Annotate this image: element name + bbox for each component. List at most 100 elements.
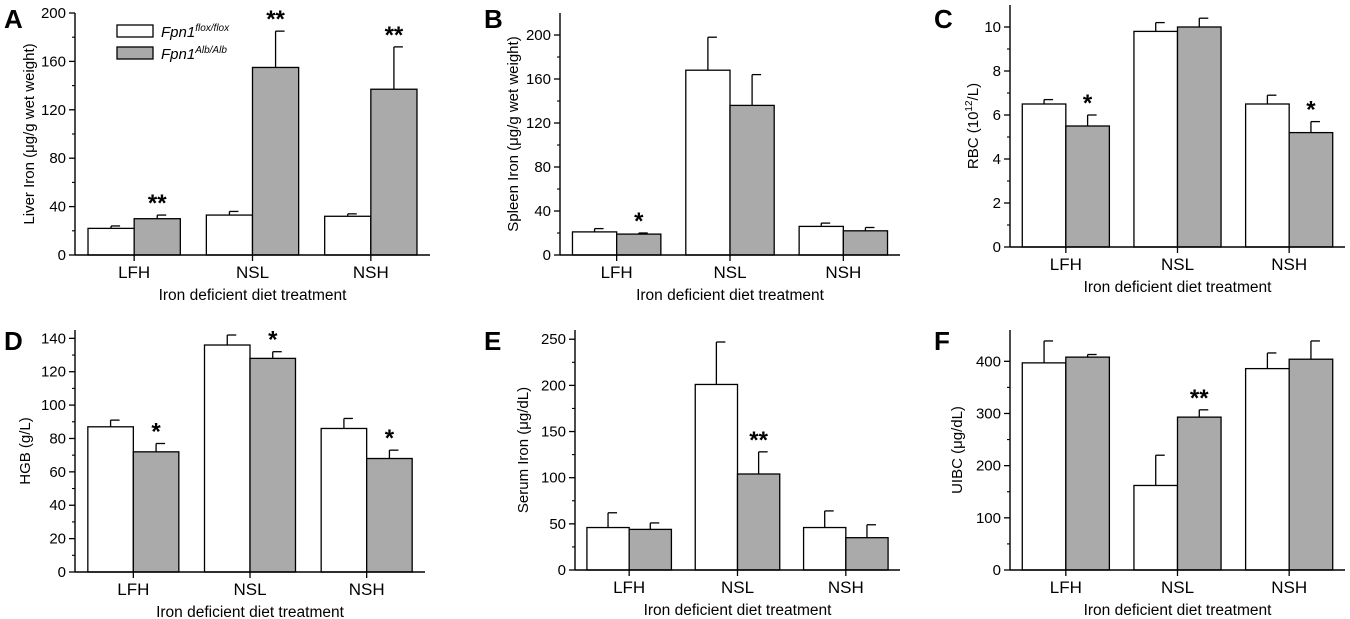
x-tick-label-lfh: LFH [1050, 255, 1082, 274]
bar-nsl-s0 [1133, 484, 1179, 571]
y-tick-label-120: 120 [526, 115, 551, 132]
legend-label-mutant: Fpn1Alb/Alb [161, 45, 227, 63]
y-tick-label-20: 20 [49, 531, 66, 548]
significance-nsl: * [268, 327, 278, 354]
significance-nsl: ** [749, 427, 768, 454]
y-tick-label-200: 200 [541, 377, 566, 394]
bar-nsl-s0 [694, 383, 739, 571]
x-tick-label-nsh: NSH [349, 580, 385, 599]
x-tick-label-nsl: NSL [713, 263, 746, 282]
bar-nsl-s1 [729, 104, 775, 256]
bar-nsl-s1 [736, 473, 781, 571]
y-tick-label-50: 50 [549, 516, 566, 533]
y-tick-label-0: 0 [558, 562, 566, 579]
y-tick-label-140: 140 [41, 330, 66, 347]
panel-letter-e: E [484, 326, 501, 356]
x-axis-label: Iron deficient diet treatment [636, 287, 825, 304]
x-tick-label-lfh: LFH [601, 263, 633, 282]
x-tick-label-lfh: LFH [117, 580, 149, 599]
y-tick-label-250: 250 [541, 331, 566, 348]
panel-letter-d: D [4, 326, 23, 356]
y-tick-label-200: 200 [41, 5, 66, 22]
y-tick-label-6: 6 [993, 107, 1001, 124]
y-tick-label-2: 2 [993, 195, 1001, 212]
x-tick-label-nsl: NSL [236, 263, 269, 282]
panel-b: B * LFH NSL NSH 0 40 80 120 160 200 Iron deficient … [484, 4, 900, 304]
significance-lfh: * [634, 208, 644, 235]
panel-a: A ** LFH ** NSL ** NSH 0 40 80 120 160 200 Iron defic… [4, 4, 430, 304]
panel-d: D * LFH * NSL * NSH 0 20 40 60 80 100 120 140 Iron defi… [4, 326, 425, 619]
bar-nsh-s1 [1288, 131, 1334, 248]
y-tick-label-160: 160 [526, 71, 551, 88]
y-tick-label-120: 120 [41, 364, 66, 381]
y-tick-label-40: 40 [49, 497, 66, 514]
bar-nsh-s1 [370, 88, 418, 256]
y-tick-label-100: 100 [41, 397, 66, 414]
y-tick-label-40: 40 [49, 199, 66, 216]
y-tick-label-10: 10 [984, 19, 1001, 36]
panel-letter-f: F [934, 326, 950, 356]
x-tick-label-nsh: NSH [1271, 578, 1307, 597]
panel-letter-a: A [4, 4, 23, 34]
y-axis-label: HGB (g/L) [17, 417, 34, 485]
bar-nsl-s0 [1133, 30, 1179, 248]
y-tick-label-100: 100 [976, 510, 1001, 527]
x-tick-label-nsh: NSH [1271, 255, 1307, 274]
panel-letter-b: B [484, 4, 503, 34]
significance-nsh: * [1306, 97, 1316, 124]
bar-nsh-s1 [845, 537, 889, 571]
bar-lfh-s0 [571, 231, 618, 256]
bar-nsh-s0 [324, 215, 372, 256]
legend-swatch-control [116, 24, 154, 38]
significance-nsl: ** [1190, 385, 1209, 412]
y-tick-label-0: 0 [543, 247, 551, 264]
x-tick-label-lfh: LFH [1050, 578, 1082, 597]
bar-nsl-s0 [205, 214, 254, 256]
y-tick-label-0: 0 [993, 562, 1001, 579]
x-axis-label: Iron deficient diet treatment [159, 287, 348, 304]
significance-nsh: ** [385, 22, 404, 49]
bar-lfh-s0 [87, 426, 134, 573]
bar-nsl-s1 [251, 66, 300, 256]
x-axis-label: Iron deficient diet treatment [644, 602, 833, 619]
y-axis-label: Liver Iron (μg/g wet weight) [21, 43, 38, 224]
y-tick-label-200: 200 [976, 458, 1001, 475]
y-tick-label-200: 200 [526, 27, 551, 44]
bar-lfh-s1 [616, 233, 662, 256]
bar-nsl-s1 [249, 357, 297, 573]
x-axis-label: Iron deficient diet treatment [1084, 279, 1273, 296]
y-tick-label-0: 0 [58, 564, 66, 581]
significance-nsh: * [385, 425, 395, 452]
x-axis-label: Iron deficient diet treatment [1084, 602, 1273, 619]
y-tick-label-60: 60 [49, 464, 66, 481]
bar-nsh-s0 [798, 225, 844, 256]
y-axis-label: UIBC (μg/dL) [949, 406, 966, 494]
x-tick-label-nsh: NSH [353, 263, 389, 282]
x-tick-label-nsh: NSH [828, 578, 864, 597]
bar-nsl-s1 [1176, 416, 1222, 571]
y-tick-label-160: 160 [41, 53, 66, 70]
legend: Fpn1flox/flox Fpn1Alb/Alb [116, 23, 230, 63]
bar-lfh-s1 [1065, 125, 1111, 248]
bar-lfh-s0 [87, 227, 135, 256]
panel-f: F LFH ** NSL NSH 0 100 200 300 400 Iron deficient … [934, 326, 1345, 619]
y-tick-label-80: 80 [534, 159, 551, 176]
legend-label-control: Fpn1flox/flox [161, 23, 230, 41]
bar-lfh-s0 [1021, 103, 1067, 248]
x-tick-label-nsl: NSL [233, 580, 266, 599]
y-tick-label-4: 4 [993, 151, 1001, 168]
x-tick-label-nsh: NSH [825, 263, 861, 282]
panel-letter-c: C [934, 4, 953, 34]
x-tick-label-nsl: NSL [1161, 255, 1194, 274]
bar-nsh-s0 [1244, 103, 1290, 248]
bar-lfh-s0 [1021, 362, 1067, 571]
x-tick-label-nsl: NSL [1161, 578, 1194, 597]
x-tick-label-nsl: NSL [721, 578, 754, 597]
significance-lfh: * [151, 418, 161, 445]
significance-nsl: ** [266, 6, 285, 33]
bar-lfh-s1 [132, 451, 180, 573]
bar-nsl-s1 [1176, 26, 1222, 248]
y-tick-label-80: 80 [49, 430, 66, 447]
significance-lfh: ** [148, 190, 167, 217]
y-tick-label-8: 8 [993, 63, 1001, 80]
